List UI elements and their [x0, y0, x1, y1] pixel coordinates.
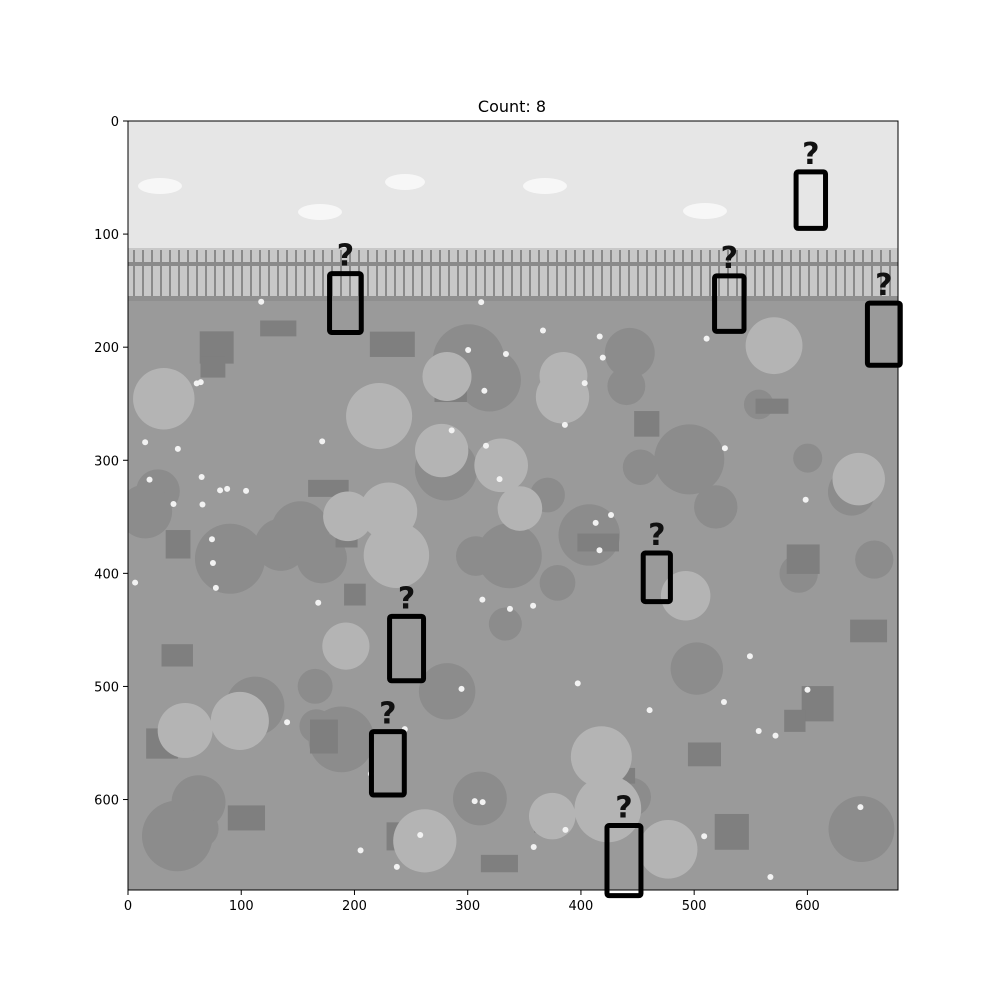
x-tick-label: 300: [455, 899, 480, 914]
y-tick-label: 400: [94, 567, 119, 582]
annotation-layer: ????????: [327, 137, 903, 899]
x-tick-label: 600: [795, 899, 820, 914]
y-axis: 0 100 200 300 400 500 600: [94, 115, 128, 809]
question-mark-icon: ?: [379, 697, 396, 732]
question-mark-icon: ?: [615, 791, 632, 826]
y-tick-label: 600: [94, 794, 119, 809]
chart-title: Count: 8: [478, 97, 546, 116]
annotation-box: [368, 729, 407, 798]
question-mark-icon: ?: [398, 581, 415, 616]
garden-illustration: [128, 121, 898, 890]
plot-frame: [127, 120, 899, 891]
x-tick-label: 400: [569, 899, 594, 914]
x-tick-label: 200: [342, 899, 367, 914]
x-tick-label: 100: [229, 899, 254, 914]
y-tick-label: 300: [94, 454, 119, 469]
y-tick-label: 200: [94, 341, 119, 356]
x-tick-label: 500: [682, 899, 707, 914]
annotation-box: [387, 613, 427, 684]
annotation-box: [864, 300, 903, 368]
annotation-box: [327, 271, 364, 335]
question-mark-icon: ?: [802, 137, 819, 172]
y-tick-label: 100: [94, 228, 119, 243]
question-mark-icon: ?: [721, 241, 738, 276]
annotation-box: [604, 823, 644, 899]
annotation-box: [793, 169, 829, 231]
y-tick-label: 500: [94, 680, 119, 695]
annotation-box: [640, 550, 673, 605]
x-axis: 0 100 200 300 400 500 600: [124, 890, 820, 914]
annotation-box: [712, 273, 747, 334]
y-tick-label: 0: [111, 115, 119, 130]
question-mark-icon: ?: [648, 518, 665, 553]
question-mark-icon: ?: [875, 268, 892, 303]
x-tick-label: 0: [124, 899, 132, 914]
question-mark-icon: ?: [337, 239, 354, 274]
